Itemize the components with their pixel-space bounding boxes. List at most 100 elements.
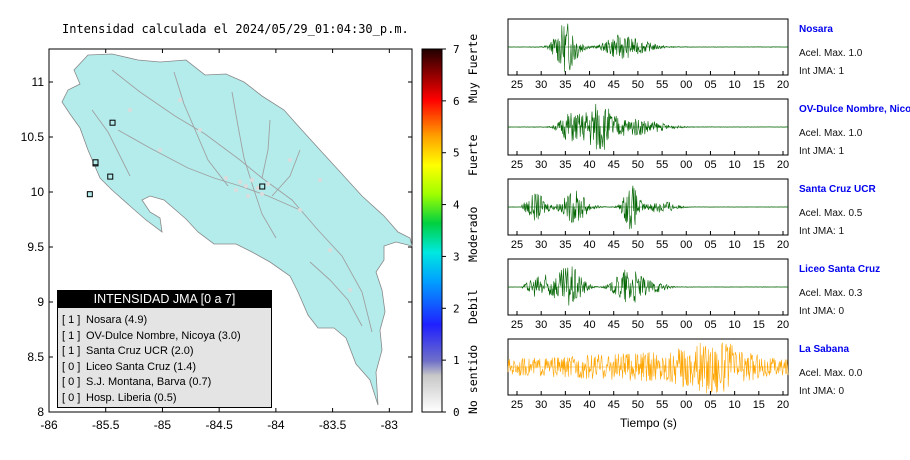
- wave-x-tick-label: 20: [777, 319, 789, 331]
- map-x-tick-label: -84: [267, 418, 285, 432]
- scale-tick-label: 3: [453, 250, 460, 263]
- scale-tick-label: 4: [453, 199, 460, 212]
- wave-x-tick-label: 15: [753, 399, 765, 411]
- scale-tick-label: 6: [453, 95, 460, 108]
- station-name: OV-Dulce Nombre, Nicoya: [799, 104, 910, 115]
- wave-x-tick-label: 55: [656, 159, 668, 171]
- station-jma-intensity: Int JMA: 0: [799, 306, 845, 317]
- wave-x-tick-label: 10: [729, 79, 741, 91]
- station-max-acceleration: Acel. Max. 1.0: [799, 128, 863, 139]
- legend-station-label: Liceo Santa Cruz (1.4): [86, 360, 197, 373]
- wave-x-tick-label: 15: [753, 159, 765, 171]
- scale-word-no-sentido: No sentido: [466, 344, 480, 414]
- station-name: Liceo Santa Cruz: [799, 264, 881, 275]
- wave-x-tick-label: 00: [680, 319, 692, 331]
- wave-x-tick-label: 10: [729, 319, 741, 331]
- wave-x-tick-label: 25: [511, 319, 523, 331]
- wave-x-tick-label: 35: [559, 159, 571, 171]
- scale-word-debil: Debil: [466, 289, 480, 324]
- seismogram-panel: 25 30 35 40 45 50 55 00 05 10 15 20: [507, 98, 789, 171]
- map-x-tick-label: -85: [154, 418, 172, 432]
- wave-x-tick-label: 35: [559, 399, 571, 411]
- wave-x-tick-label: 50: [632, 319, 644, 331]
- legend-entry: [ 1 ] Nosara (4.9): [58, 313, 271, 329]
- station-name: Nosara: [799, 24, 833, 35]
- legend-station-label: S.J. Montana, Barva (0.7): [86, 376, 212, 388]
- road-network: [91, 69, 373, 333]
- wave-x-tick-label: 30: [535, 319, 547, 331]
- legend-jma-value: [ 1 ]: [62, 329, 81, 342]
- wave-x-tick-label: 55: [656, 399, 668, 411]
- wave-x-tick-label: 35: [559, 239, 571, 251]
- wave-x-tick-label: 25: [511, 79, 523, 91]
- map-x-tick-label: -85.5: [92, 418, 120, 432]
- wave-x-tick-label: 20: [777, 239, 789, 251]
- scale-word-fuerte: Fuerte: [466, 134, 480, 176]
- seismogram-panel: 25 30 35 40 45 50 55 00 05 10 15 20: [507, 338, 789, 411]
- map-y-tick-label: 11: [32, 75, 45, 89]
- wave-x-tick-label: 00: [680, 79, 692, 91]
- legend-entry: [ 1 ] Santa Cruz UCR (2.0): [58, 344, 271, 360]
- station-name: Santa Cruz UCR: [799, 184, 876, 195]
- wave-x-tick-label: 45: [608, 239, 620, 251]
- wave-x-tick-label: 55: [656, 319, 668, 331]
- wave-x-tick-label: 55: [656, 79, 668, 91]
- legend-jma-value: [ 0 ]: [62, 360, 81, 373]
- map-y-tick-label: 9: [37, 295, 44, 309]
- map-y-tick-label: 8: [37, 405, 44, 419]
- map-y-tick-label: 9.5: [27, 240, 44, 254]
- map-y-tick-label: 8.5: [27, 350, 44, 364]
- legend-station-label: Hosp. Liberia (0.5): [86, 391, 177, 404]
- wave-x-tick-label: 45: [608, 319, 620, 331]
- wave-x-tick-label: 05: [704, 239, 716, 251]
- wave-x-tick-label: 00: [680, 239, 692, 251]
- wave-x-tick-label: 00: [680, 399, 692, 411]
- station-max-acceleration: Acel. Max. 0.3: [799, 288, 863, 299]
- wave-x-tick-label: 10: [729, 239, 741, 251]
- seismogram-trace: [508, 103, 789, 150]
- station-jma-intensity: Int JMA: 1: [799, 66, 845, 77]
- station-jma-intensity: Int JMA: 1: [799, 146, 845, 157]
- scale-tick-label: 7: [453, 43, 460, 56]
- scale-tick-label: 0: [453, 406, 460, 419]
- legend-jma-value: [ 1 ]: [62, 345, 81, 357]
- wave-x-tick-label: 50: [632, 399, 644, 411]
- wave-x-tick-label: 35: [559, 319, 571, 331]
- wave-x-tick-label: 25: [511, 159, 523, 171]
- legend-entry: [ 0 ] Liceo Santa Cruz (1.4): [58, 360, 271, 376]
- wave-x-tick-label: 05: [704, 319, 716, 331]
- legend-entry: [ 0 ] S.J. Montana, Barva (0.7): [58, 375, 271, 391]
- wave-x-tick-label: 50: [632, 159, 644, 171]
- wave-x-tick-label: 20: [777, 159, 789, 171]
- station-jma-intensity: Int JMA: 0: [799, 386, 845, 397]
- wave-x-tick-label: 55: [656, 239, 668, 251]
- wave-x-tick-label: 10: [729, 159, 741, 171]
- wave-x-tick-label: 25: [511, 399, 523, 411]
- seismogram-trace: [507, 23, 789, 72]
- wave-x-tick-label: 05: [704, 399, 716, 411]
- seismogram-trace: [507, 266, 789, 306]
- wave-x-tick-label: 20: [777, 79, 789, 91]
- wave-x-tick-label: 40: [583, 239, 595, 251]
- map-x-tick-label: -86: [40, 418, 58, 432]
- station-marker: [86, 191, 93, 198]
- wave-x-tick-label: 25: [511, 239, 523, 251]
- color-scale-bar: [421, 48, 443, 413]
- wave-x-tick-label: 15: [753, 239, 765, 251]
- wave-x-tick-label: 15: [753, 319, 765, 331]
- wave-x-tick-label: 45: [608, 159, 620, 171]
- station-markers: [86, 119, 266, 198]
- costa-rica-landmass: [61, 53, 413, 406]
- scale-word-muy-fuerte: Muy Fuerte: [466, 33, 480, 103]
- legend-title: INTENSIDAD JMA [0 a 7]: [58, 291, 271, 308]
- seismogram-panel: 25 30 35 40 45 50 55 00 05 10 15 20: [507, 18, 789, 91]
- seismogram-trace: [507, 342, 789, 394]
- wave-x-tick-label: 45: [608, 399, 620, 411]
- scale-tick-label: 2: [453, 302, 460, 315]
- map-y-tick-label: 10: [31, 185, 45, 199]
- seismogram-panel: 25 30 35 40 45 50 55 00 05 10 15 20: [507, 178, 789, 251]
- intensity-legend: INTENSIDAD JMA [0 a 7] [ 1 ] Nosara (4.9)…: [57, 290, 272, 408]
- legend-station-label: Santa Cruz UCR (2.0): [86, 345, 194, 357]
- scale-tick-label: 5: [453, 147, 460, 160]
- wave-x-tick-label: 40: [583, 159, 595, 171]
